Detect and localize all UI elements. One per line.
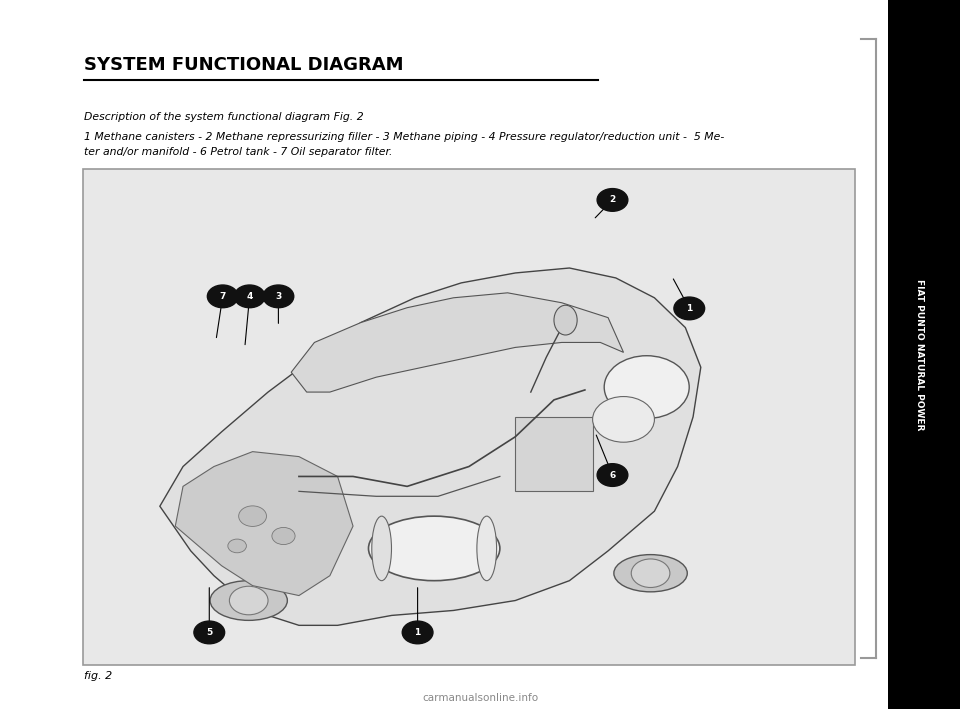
Text: 1 Methane canisters - 2 Methane repressurizing filler - 3 Methane piping - 4 Pre: 1 Methane canisters - 2 Methane repressu… xyxy=(84,132,725,142)
Text: 5: 5 xyxy=(864,666,876,681)
Ellipse shape xyxy=(554,305,577,335)
Circle shape xyxy=(632,559,670,588)
Text: Description of the system functional diagram Fig. 2: Description of the system functional dia… xyxy=(84,112,364,122)
Polygon shape xyxy=(176,452,353,596)
Text: 7: 7 xyxy=(220,292,226,301)
Text: 1: 1 xyxy=(415,628,420,637)
Circle shape xyxy=(597,464,628,486)
Circle shape xyxy=(229,586,268,615)
Circle shape xyxy=(402,621,433,644)
FancyBboxPatch shape xyxy=(888,0,960,709)
Polygon shape xyxy=(159,268,701,625)
Circle shape xyxy=(674,297,705,320)
Circle shape xyxy=(597,189,628,211)
Ellipse shape xyxy=(369,516,500,581)
Circle shape xyxy=(234,285,265,308)
Circle shape xyxy=(228,539,247,553)
Circle shape xyxy=(592,396,655,442)
Circle shape xyxy=(263,285,294,308)
Circle shape xyxy=(207,285,238,308)
Circle shape xyxy=(239,506,267,526)
Circle shape xyxy=(194,621,225,644)
Text: SYSTEM FUNCTIONAL DIAGRAM: SYSTEM FUNCTIONAL DIAGRAM xyxy=(84,57,404,74)
FancyBboxPatch shape xyxy=(83,169,855,665)
FancyBboxPatch shape xyxy=(0,0,888,709)
Text: FIAT PUNTO NATURAL POWER: FIAT PUNTO NATURAL POWER xyxy=(915,279,924,430)
Ellipse shape xyxy=(477,516,496,581)
Text: 4: 4 xyxy=(247,292,252,301)
Circle shape xyxy=(604,356,689,418)
Ellipse shape xyxy=(613,554,687,592)
Text: carmanualsonline.info: carmanualsonline.info xyxy=(422,693,538,703)
Circle shape xyxy=(272,527,295,545)
FancyBboxPatch shape xyxy=(516,417,592,491)
Text: 6: 6 xyxy=(610,471,615,479)
Text: 3: 3 xyxy=(276,292,281,301)
Ellipse shape xyxy=(372,516,392,581)
Text: ter and/or manifold - 6 Petrol tank - 7 Oil separator filter.: ter and/or manifold - 6 Petrol tank - 7 … xyxy=(84,147,393,157)
Text: 1: 1 xyxy=(686,304,692,313)
Ellipse shape xyxy=(210,581,287,620)
Text: 5: 5 xyxy=(206,628,212,637)
Polygon shape xyxy=(291,293,624,392)
Text: fig. 2: fig. 2 xyxy=(84,671,112,681)
Text: 2: 2 xyxy=(610,196,615,204)
